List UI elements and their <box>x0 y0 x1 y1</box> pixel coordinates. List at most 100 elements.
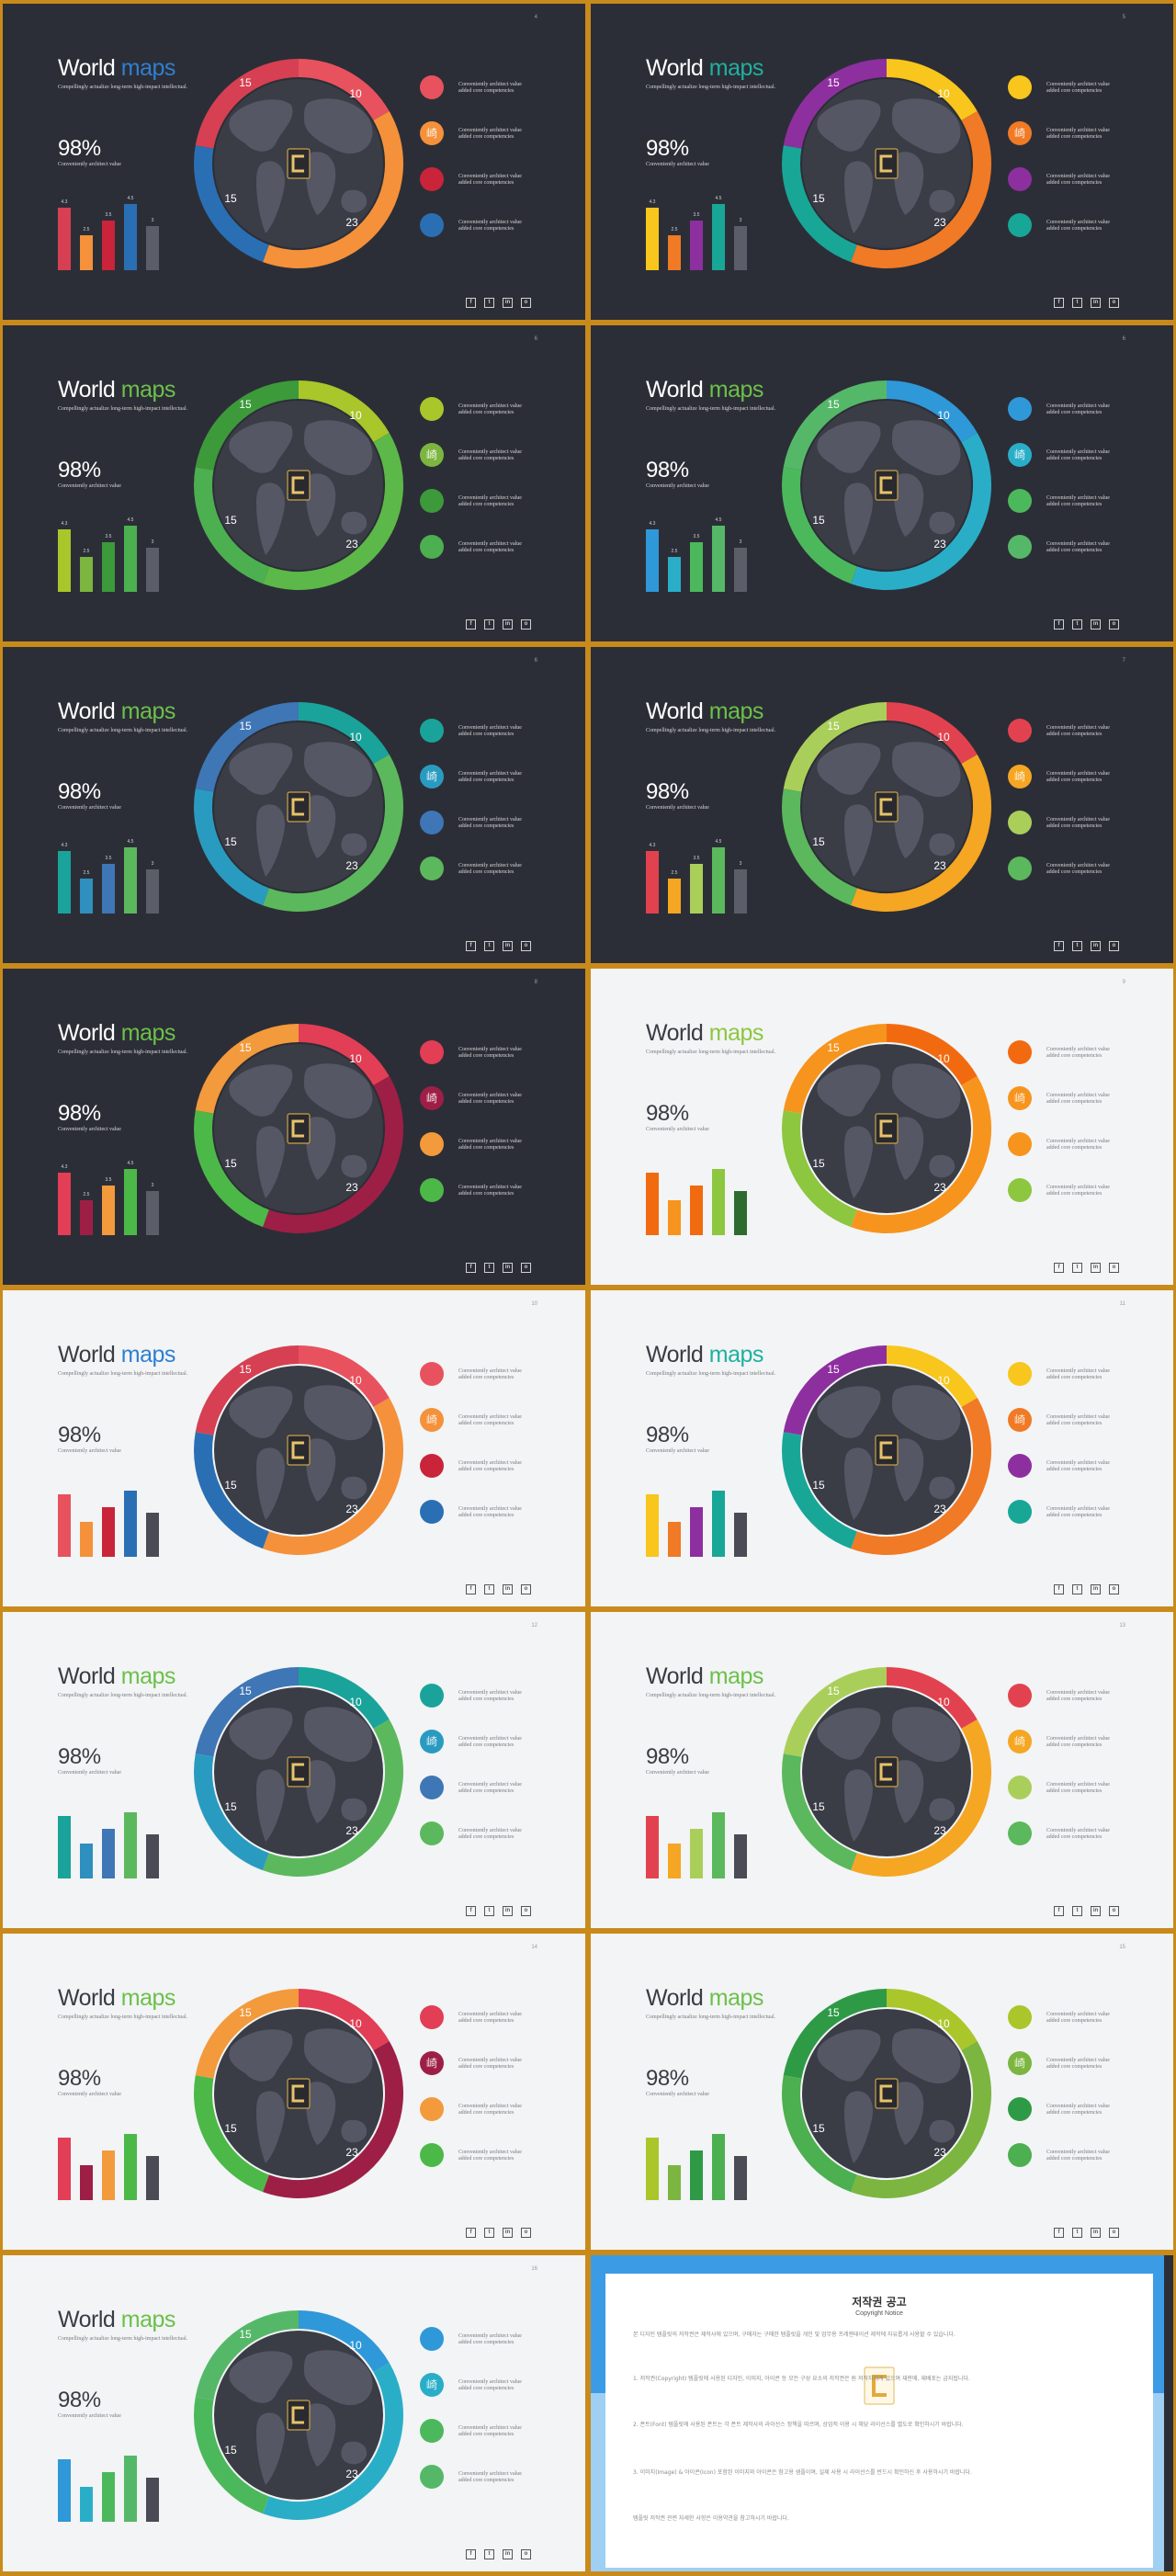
linkedin-icon[interactable]: in <box>1091 619 1101 630</box>
twitter-icon[interactable]: t <box>1072 1584 1082 1594</box>
linkedin-icon[interactable]: in <box>503 1584 513 1594</box>
linkedin-icon[interactable]: in <box>503 1263 513 1273</box>
instagram-icon[interactable]: o <box>521 1584 531 1594</box>
facebook-icon[interactable]: f <box>466 298 476 308</box>
percent-label: Conveniently architect value <box>58 483 121 489</box>
brand-logo-mark <box>291 2084 304 2103</box>
twitter-icon[interactable]: t <box>1072 619 1082 630</box>
donut-label: 23 <box>933 1824 946 1837</box>
facebook-icon[interactable]: f <box>1054 1263 1064 1273</box>
instagram-icon[interactable]: o <box>521 2549 531 2559</box>
legend-glyph: 崎 <box>1013 2057 1025 2070</box>
twitter-icon[interactable]: t <box>1072 2228 1082 2238</box>
slide-subtitle: Compellingly actualize long-term high-im… <box>58 1693 188 1698</box>
percent-label: Conveniently architect value <box>58 2092 121 2097</box>
legend-text: Conveniently architect value added core c… <box>1046 2012 1110 2024</box>
facebook-icon[interactable]: f <box>466 2549 476 2559</box>
linkedin-icon[interactable]: in <box>503 2549 513 2559</box>
percent-value: 98% <box>58 2388 101 2412</box>
legend-item: Conveniently architect value added core c… <box>420 1821 558 1847</box>
twitter-icon[interactable]: t <box>1072 1263 1082 1273</box>
facebook-icon[interactable]: f <box>1054 1584 1064 1594</box>
legend-item: Conveniently architect value added core c… <box>1008 213 1146 239</box>
instagram-icon[interactable]: o <box>1109 941 1119 951</box>
donut-label: 23 <box>933 1181 946 1194</box>
twitter-icon[interactable]: t <box>484 619 494 630</box>
legend-dot-icon <box>420 2327 444 2351</box>
donut-label: 10 <box>937 1696 950 1708</box>
bar <box>102 1507 115 1557</box>
bar <box>102 221 115 270</box>
linkedin-icon[interactable]: in <box>503 941 513 951</box>
continent-shape <box>844 1447 874 1520</box>
percent-value: 98% <box>646 1423 689 1447</box>
facebook-icon[interactable]: f <box>1054 1906 1064 1916</box>
twitter-icon[interactable]: t <box>484 298 494 308</box>
twitter-icon[interactable]: t <box>1072 941 1082 951</box>
donut-label: 10 <box>349 2339 362 2352</box>
linkedin-icon[interactable]: in <box>1091 941 1101 951</box>
linkedin-icon[interactable]: in <box>1091 1263 1101 1273</box>
facebook-icon[interactable]: f <box>1054 941 1064 951</box>
instagram-icon[interactable]: o <box>521 1263 531 1273</box>
instagram-icon[interactable]: o <box>521 619 531 630</box>
slide-title: World maps <box>58 698 175 725</box>
instagram-icon[interactable]: o <box>1109 1263 1119 1273</box>
continent-shape <box>894 1760 924 1823</box>
page-number: 10 <box>531 1301 537 1307</box>
twitter-icon[interactable]: t <box>484 2549 494 2559</box>
facebook-icon[interactable]: f <box>466 2228 476 2238</box>
title-word-world: World <box>646 1020 704 1046</box>
legend-item: 崎 Conveniently architect value added core … <box>420 1730 558 1755</box>
legend-item: Conveniently architect value added core c… <box>1008 857 1146 882</box>
instagram-icon[interactable]: o <box>521 1906 531 1916</box>
linkedin-icon[interactable]: in <box>1091 2228 1101 2238</box>
facebook-icon[interactable]: f <box>466 941 476 951</box>
facebook-icon[interactable]: f <box>466 1906 476 1916</box>
twitter-icon[interactable]: t <box>484 1263 494 1273</box>
linkedin-icon[interactable]: in <box>503 1906 513 1916</box>
percent-label: Conveniently architect value <box>58 1770 121 1776</box>
donut-segment <box>886 1667 978 1730</box>
facebook-icon[interactable]: f <box>466 1263 476 1273</box>
donut-segment <box>195 1989 300 2079</box>
twitter-icon[interactable]: t <box>484 2228 494 2238</box>
instagram-icon[interactable]: o <box>521 941 531 951</box>
continent-shape <box>304 98 373 154</box>
legend-text: Conveniently architect value added core c… <box>1046 1828 1110 1840</box>
facebook-icon[interactable]: f <box>466 619 476 630</box>
copyright-paragraph: 2. 폰트(Font) 템플릿에 사용된 폰트는 각 폰트 제작사의 라이선스 … <box>633 2422 964 2428</box>
donut-segment <box>263 433 403 590</box>
twitter-icon[interactable]: t <box>1072 298 1082 308</box>
twitter-icon[interactable]: t <box>484 1584 494 1594</box>
facebook-icon[interactable]: f <box>466 1584 476 1594</box>
bar <box>80 879 93 914</box>
title-word-world: World <box>646 1985 704 2011</box>
legend-item: Conveniently architect value added core c… <box>420 2143 558 2169</box>
bar <box>646 1494 659 1557</box>
linkedin-icon[interactable]: in <box>1091 298 1101 308</box>
twitter-icon[interactable]: t <box>484 941 494 951</box>
facebook-icon[interactable]: f <box>1054 619 1064 630</box>
instagram-icon[interactable]: o <box>521 2228 531 2238</box>
linkedin-icon[interactable]: in <box>503 298 513 308</box>
twitter-icon[interactable]: t <box>1072 1906 1082 1916</box>
instagram-icon[interactable]: o <box>1109 1584 1119 1594</box>
continent-shape <box>892 98 961 154</box>
linkedin-icon[interactable]: in <box>1091 1906 1101 1916</box>
instagram-icon[interactable]: o <box>1109 619 1119 630</box>
facebook-icon[interactable]: f <box>1054 298 1064 308</box>
twitter-icon[interactable]: t <box>484 1906 494 1916</box>
instagram-icon[interactable]: o <box>1109 2228 1119 2238</box>
facebook-icon[interactable]: f <box>1054 2228 1064 2238</box>
instagram-icon[interactable]: o <box>521 298 531 308</box>
linkedin-icon[interactable]: in <box>503 2228 513 2238</box>
instagram-icon[interactable]: o <box>1109 298 1119 308</box>
continent-shape <box>844 1769 874 1842</box>
linkedin-icon[interactable]: in <box>503 619 513 630</box>
bar <box>124 1812 137 1878</box>
legend-dot-icon <box>420 443 444 467</box>
legend-item: Conveniently architect value added core c… <box>1008 489 1146 515</box>
instagram-icon[interactable]: o <box>1109 1906 1119 1916</box>
linkedin-icon[interactable]: in <box>1091 1584 1101 1594</box>
